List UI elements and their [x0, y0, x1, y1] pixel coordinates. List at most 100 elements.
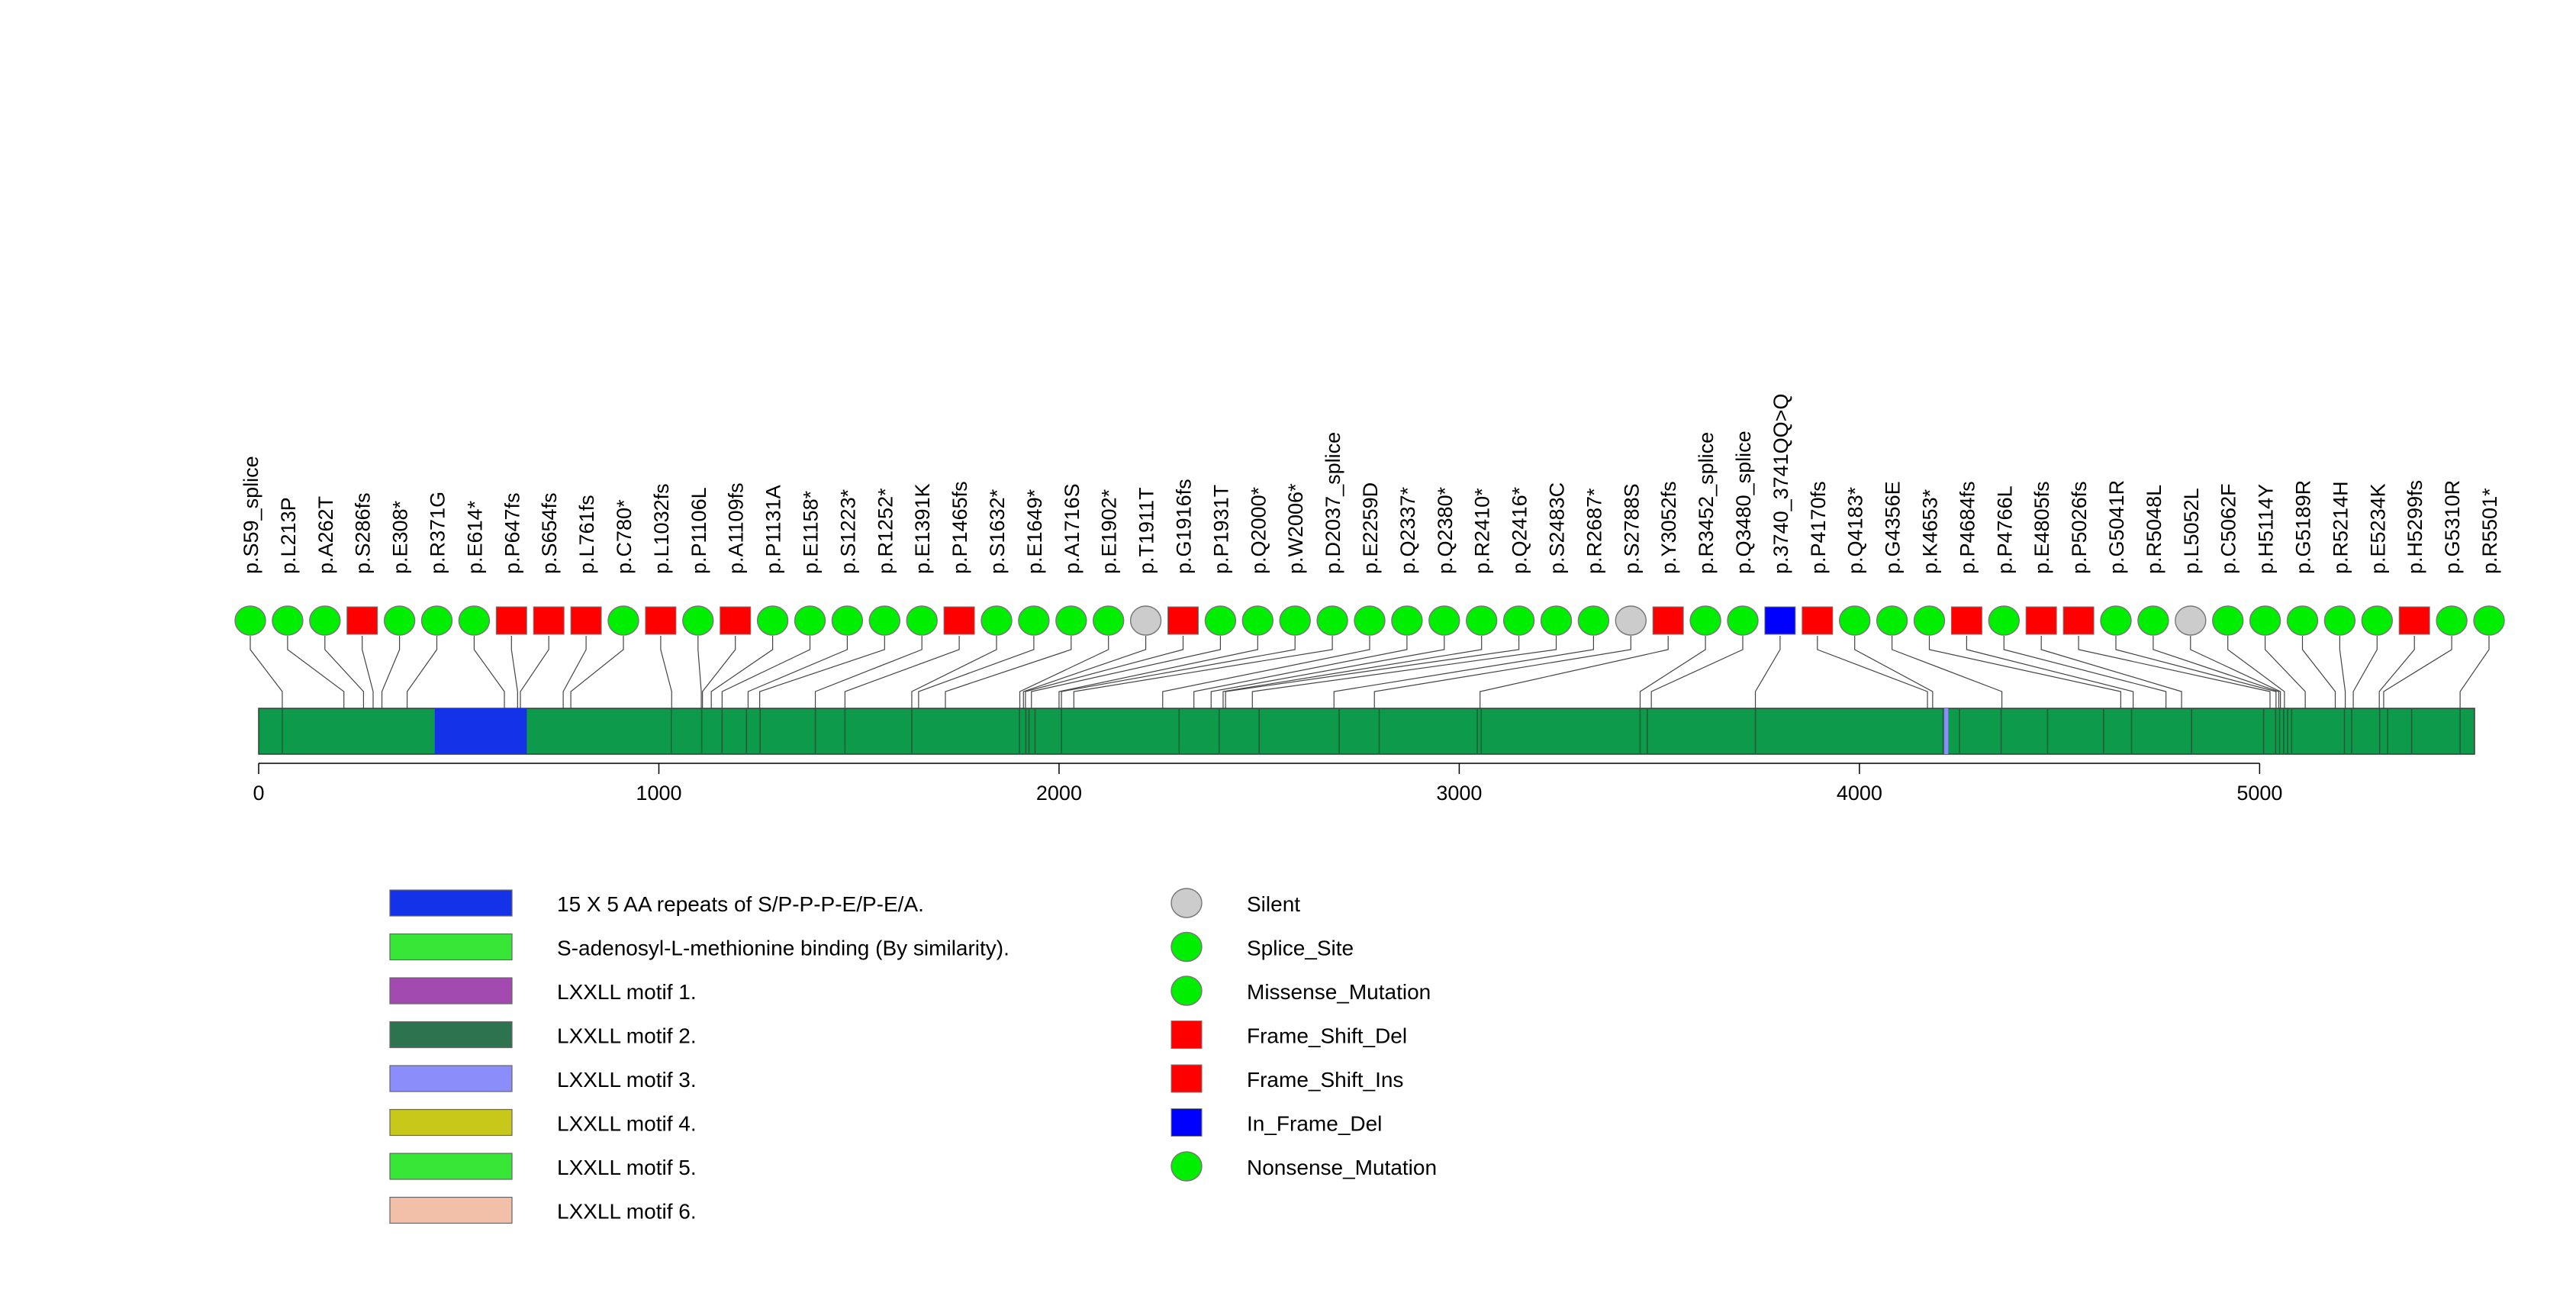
axis-tick-label: 1000: [636, 782, 681, 805]
mutation-marker: [1802, 606, 1834, 635]
legend-swatch: [389, 1108, 513, 1137]
mutation-label: p.E614*: [463, 500, 486, 574]
connector-line: [759, 636, 885, 708]
connector-line: [510, 636, 518, 708]
mutation-label: p.A1109fs: [725, 482, 748, 574]
legend-label: 15 X 5 AA repeats of S/P-P-P-E/P-E/A.: [557, 892, 924, 916]
mutation-marker: [1279, 605, 1311, 636]
legend-marker: [1170, 888, 1203, 918]
mutation-label: p.L213P: [277, 497, 300, 574]
mutation-marker: [1577, 605, 1610, 636]
mutation-marker: [645, 606, 677, 635]
connector-line: [1817, 636, 1928, 708]
connector-line: [2378, 636, 2415, 708]
domain-legend: 15 X 5 AA repeats of S/P-P-P-E/P-E/A. S-a…: [389, 889, 1009, 1224]
connector-line: [2352, 636, 2378, 708]
mutation-label: p.S59_splice: [240, 456, 262, 574]
legend-swatch: [389, 1021, 513, 1049]
connector-line: [1031, 636, 1222, 708]
connector-line: [406, 636, 438, 708]
axis-tick-label: 5000: [2236, 782, 2282, 805]
mutation-marker: [420, 605, 453, 636]
mutation-label: p.E1158*: [800, 490, 823, 574]
mutation-label: p.E5234K: [2366, 483, 2389, 574]
mutation-marker: [980, 605, 1013, 636]
mutation-marker: [1055, 605, 1087, 636]
axis-tick-label: 3000: [1436, 782, 1482, 805]
mutation-label: p.G4356E: [1882, 481, 1905, 574]
mutation-marker: [495, 606, 527, 635]
connector-line: [2265, 636, 2306, 708]
connector-line: [721, 636, 811, 708]
connector-line: [1022, 636, 1147, 708]
mutation-marker: [2473, 605, 2505, 636]
legend-swatch: [389, 1196, 513, 1224]
mutation-label: p.Y3052fs: [1657, 481, 1680, 574]
connector-line: [1162, 636, 1370, 708]
mutation-label: p.E1649*: [1023, 489, 1046, 574]
mutation-type-legend: Silent Splice_Site Missense_Mutation Frame_…: [1170, 888, 1437, 1182]
axis-tick-label: 0: [253, 782, 264, 805]
mutation-marker: [720, 606, 752, 635]
legend-label: S-adenosyl-L-methionine binding (By simi…: [557, 937, 1009, 960]
connector-line: [1650, 636, 1744, 708]
mutation-marker: [234, 605, 266, 636]
mutation-marker: [2398, 606, 2430, 635]
mutation-marker: [2100, 605, 2132, 636]
connector-line: [844, 636, 960, 708]
mutation-label: p.A262T: [314, 496, 337, 574]
mutation-marker: [2062, 606, 2095, 635]
mutation-label: p.Q2337*: [1396, 486, 1419, 574]
connector-line: [1966, 636, 2134, 708]
connector-line: [1251, 636, 1557, 708]
connector-line: [2003, 636, 2167, 708]
legend-marker: [1170, 1021, 1203, 1049]
mutation-marker: [1838, 605, 1871, 636]
connector-line: [1058, 636, 1258, 708]
connector-line: [2190, 636, 2281, 708]
connector-line: [362, 636, 374, 708]
mutation-label: p.E308*: [389, 500, 412, 574]
mutation-marker: [1540, 605, 1573, 636]
connector-line: [1928, 636, 2121, 708]
legend-marker: [1170, 1108, 1203, 1137]
mutation-label: p.G5310R: [2441, 480, 2464, 574]
mutation-marker: [2211, 605, 2244, 636]
mutation-labels: p.S59_splice p.L213P p.A262T p.S286fs p.E308…: [240, 394, 2501, 574]
connector-line: [702, 636, 736, 708]
connector-line: [945, 636, 1072, 708]
mutation-label: p.C780*: [613, 499, 636, 574]
legend-marker: [1170, 1151, 1203, 1182]
mutation-label: p.P1131A: [762, 485, 785, 574]
legend-swatch: [389, 1065, 513, 1092]
connector-line: [1210, 636, 1445, 708]
mutation-marker: [570, 606, 602, 635]
connector-line: [1639, 636, 1706, 708]
mutation-label: p.P4170fs: [1807, 481, 1830, 574]
connector-line: [1019, 636, 1109, 708]
connector-line: [747, 636, 848, 708]
mutation-marker: [458, 605, 491, 636]
axis-tick-label: 2000: [1036, 782, 1082, 805]
connector-line: [2227, 636, 2285, 708]
mutation-label: p.R371G: [427, 492, 449, 574]
mutation-label: p.Q2380*: [1434, 486, 1457, 574]
mutation-label: p.P1931T: [1209, 485, 1232, 574]
connector-lines: [250, 636, 2490, 708]
connector-line: [1222, 636, 1483, 708]
mutation-marker: [1727, 605, 1759, 636]
mutation-label: p.S1223*: [836, 489, 859, 574]
mutation-markers: [234, 605, 2505, 636]
mutation-marker: [1502, 605, 1535, 636]
legend-label: Missense_Mutation: [1247, 980, 1431, 1004]
mutation-label: p.R3452_splice: [1695, 432, 1718, 574]
mutation-label: p.P1465fs: [948, 481, 971, 574]
legend-marker: [1170, 976, 1203, 1006]
connector-line: [1754, 636, 1781, 708]
mutation-label: p.R5501*: [2478, 488, 2501, 574]
mutation-marker: [2286, 605, 2319, 636]
mutation-label: p.E1391K: [911, 483, 934, 574]
mutation-label: p.P4766L: [1993, 485, 2016, 574]
mutation-marker: [1764, 606, 1796, 635]
